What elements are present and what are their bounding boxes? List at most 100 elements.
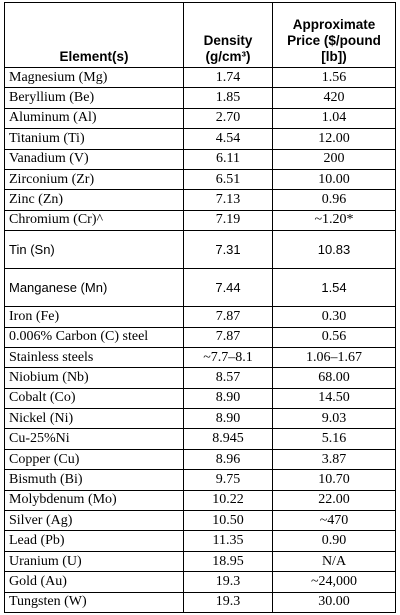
density-cell: 2.70 [183,107,273,130]
density-cell: 19.3 [183,591,273,613]
element-cell: Zirconium (Zr) [4,168,184,191]
price-cell: 1.54 [272,268,396,308]
element-cell: Nickel (Ni) [4,408,184,430]
table-row: Lead (Pb) 11.35 0.90 [4,530,396,552]
table-row: Zirconium (Zr) 6.51 10.00 [4,168,396,191]
price-cell: 420 [272,87,396,109]
element-cell: Zinc (Zn) [4,189,184,211]
density-cell: 7.44 [183,268,273,308]
density-cell: 8.90 [183,408,273,430]
density-cell: 8.90 [183,387,273,410]
element-cell: Molybdenum (Mo) [4,489,184,512]
price-cell: 0.90 [272,530,396,552]
price-cell: 10.83 [272,230,396,270]
density-cell: 10.50 [183,510,273,532]
density-cell: 1.74 [183,66,273,89]
density-cell: 7.31 [183,230,273,270]
element-cell: Cobalt (Co) [4,387,184,410]
element-cell: Vanadium (V) [4,148,184,170]
density-cell: 6.51 [183,168,273,191]
table-row: Cobalt (Co) 8.90 14.50 [4,387,396,410]
element-cell: Uranium (U) [4,550,184,573]
element-cell: Tin (Sn) [4,230,184,270]
density-cell: 19.3 [183,571,273,593]
element-cell: Beryllium (Be) [4,87,184,109]
header-row: Element(s) Density (g/cm³) Approximate P… [4,2,396,68]
price-cell: ~470 [272,510,396,532]
table-row: Manganese (Mn) 7.44 1.54 [4,268,396,308]
price-cell: 12.00 [272,128,396,150]
price-cell: 0.96 [272,189,396,211]
element-cell: Manganese (Mn) [4,268,184,308]
price-cell: 30.00 [272,591,396,613]
table-row: Zinc (Zn) 7.13 0.96 [4,189,396,211]
element-cell: Gold (Au) [4,571,184,593]
density-cell: 8.96 [183,448,273,471]
density-cell: 7.13 [183,189,273,211]
price-cell: 68.00 [272,367,396,389]
price-cell: 10.00 [272,168,396,191]
element-cell: Stainless steels [4,346,184,369]
element-cell: Niobium (Nb) [4,367,184,389]
price-cell: 14.50 [272,387,396,410]
table-row: Titanium (Ti) 4.54 12.00 [4,128,396,150]
price-cell: 5.16 [272,428,396,450]
price-cell: 200 [272,148,396,170]
element-cell: Cu-25%Ni [4,428,184,450]
density-cell: 1.85 [183,87,273,109]
header-line: Price ($/pound [287,33,381,48]
element-cell: Tungsten (W) [4,591,184,613]
element-cell: Silver (Ag) [4,510,184,532]
table-row: Tin (Sn) 7.31 10.83 [4,230,396,270]
price-cell: 1.04 [272,107,396,130]
table-row: Tungsten (W) 19.3 30.00 [4,591,396,613]
table-row: Gold (Au) 19.3 ~24,000 [4,571,396,593]
element-cell: Magnesium (Mg) [4,66,184,89]
element-cell: Chromium (Cr)^ [4,209,184,232]
density-cell: 9.75 [183,469,273,491]
price-cell: 3.87 [272,448,396,471]
price-cell: 0.56 [272,326,396,348]
header-line: [lb]) [321,49,347,64]
density-cell: 6.11 [183,148,273,170]
density-cell: 7.87 [183,306,273,328]
header-line: Approximate [292,17,376,32]
table-row: Molybdenum (Mo) 10.22 22.00 [4,489,396,512]
table-row: Magnesium (Mg) 1.74 1.56 [4,66,396,89]
density-cell: ~7.7–8.1 [183,346,273,369]
table-row: Nickel (Ni) 8.90 9.03 [4,408,396,430]
density-cell: 4.54 [183,128,273,150]
table-row: Silver (Ag) 10.50 ~470 [4,510,396,532]
table-row: Stainless steels ~7.7–8.1 1.06–1.67 [4,346,396,369]
header-price: Approximate Price ($/pound [lb]) [272,2,396,68]
header-line: (g/cm³) [205,49,251,64]
table-row: Cu-25%Ni 8.945 5.16 [4,428,396,450]
header-element: Element(s) [4,2,184,68]
price-cell: N/A [272,550,396,573]
price-cell: 10.70 [272,469,396,491]
density-cell: 11.35 [183,530,273,552]
price-cell: 1.56 [272,66,396,89]
density-cell: 7.19 [183,209,273,232]
table-row: Copper (Cu) 8.96 3.87 [4,448,396,471]
data-table: Element(s) Density (g/cm³) Approximate P… [4,2,396,613]
price-cell: ~24,000 [272,571,396,593]
element-cell: Copper (Cu) [4,448,184,471]
density-cell: 7.87 [183,326,273,348]
element-cell: Lead (Pb) [4,530,184,552]
price-cell: 1.06–1.67 [272,346,396,369]
density-cell: 8.945 [183,428,273,450]
price-cell: 9.03 [272,408,396,430]
element-cell: Titanium (Ti) [4,128,184,150]
table-row: Niobium (Nb) 8.57 68.00 [4,367,396,389]
table-row: Iron (Fe) 7.87 0.30 [4,306,396,328]
density-cell: 18.95 [183,550,273,573]
element-cell: Aluminum (Al) [4,107,184,130]
header-line: Density [203,33,253,48]
table-row: 0.006% Carbon (C) steel 7.87 0.56 [4,326,396,348]
element-cell: 0.006% Carbon (C) steel [4,326,184,348]
element-cell: Bismuth (Bi) [4,469,184,491]
table-row: Aluminum (Al) 2.70 1.04 [4,107,396,130]
table-row: Uranium (U) 18.95 N/A [4,550,396,573]
